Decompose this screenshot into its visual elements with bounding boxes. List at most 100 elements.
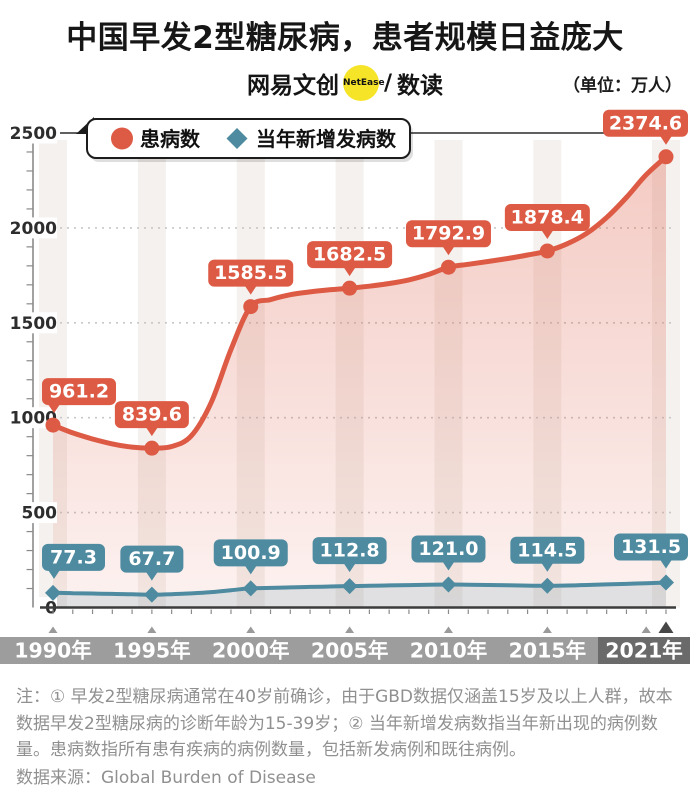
page-title: 中国早发2型糖尿病，患者规模日益庞大 <box>66 20 624 56</box>
prevalence-point-2005 <box>342 280 358 296</box>
year-pointer-highlight <box>658 621 674 633</box>
callout-box <box>603 109 688 137</box>
callout-box <box>510 536 585 564</box>
series-areas <box>53 156 666 608</box>
brand-studio-label: 数读 <box>397 73 444 99</box>
callout-value: 2374.6 <box>609 112 682 134</box>
callout-box <box>312 537 387 565</box>
callout-tail <box>343 563 356 573</box>
callout-box <box>120 545 184 573</box>
value-callout: 131.5 <box>614 533 688 569</box>
callout-value: 1792.9 <box>412 223 485 245</box>
unit-label: （单位：万人） <box>563 76 682 96</box>
callout-tail <box>442 246 455 256</box>
callout-box <box>405 220 491 248</box>
callout-tail <box>145 427 158 437</box>
prevalence-point-1990 <box>45 417 61 433</box>
year-pointer-small <box>443 626 453 633</box>
value-callout: 112.8 <box>312 537 387 573</box>
callout-tail <box>48 404 60 414</box>
year-pointer-small <box>345 626 355 633</box>
year-label-2000: 2000年 <box>212 639 290 663</box>
callout-value: 1682.5 <box>313 244 386 266</box>
year-label-2021: 2021年 <box>605 639 683 663</box>
brand-row: 网易文创 NetEase / 数读 <box>0 64 690 102</box>
value-callout: 1585.5 <box>208 259 294 295</box>
callout-box <box>614 533 688 561</box>
y-tick-label: 1000 <box>10 409 57 429</box>
value-callout: 1792.9 <box>405 220 491 256</box>
callout-tail <box>541 562 554 572</box>
year-pointer-small <box>48 626 58 633</box>
value-callout: 961.2 <box>42 378 116 414</box>
data-point-markers <box>45 149 674 603</box>
callout-box <box>504 203 590 231</box>
footnotes: 注：① 早发2型糖尿病通常在40岁前确诊，由于GBD数据仅涵盖15岁及以上人群，… <box>16 687 673 761</box>
incidence-point-2015 <box>539 577 556 594</box>
prevalence-point-2000 <box>243 299 259 315</box>
callout-value: 839.6 <box>122 404 182 426</box>
prevalence-point-2021 <box>658 149 674 165</box>
callout-value: 131.5 <box>621 536 681 558</box>
value-callout: 67.7 <box>120 545 184 581</box>
prevalence-point-1995 <box>144 440 160 456</box>
value-callout: 121.0 <box>411 535 486 571</box>
year-label-1995: 1995年 <box>113 639 191 663</box>
year-axis-bar: 1990年 1995年 2000年 2005年 2010年 2015年 2021年 <box>0 621 690 664</box>
callout-tail <box>145 571 158 581</box>
value-callout: 77.3 <box>42 543 105 579</box>
diabetes-line-chart: 05001000150020002500 961.2839.61585.5168… <box>0 109 690 664</box>
callout-value: 77.3 <box>50 546 97 568</box>
callout-box <box>213 539 288 567</box>
value-callout: 1682.5 <box>307 241 393 277</box>
callout-box <box>114 401 189 429</box>
incidence-point-2000 <box>242 580 259 597</box>
value-callout: 100.9 <box>213 539 288 575</box>
legend-label-incidence: 当年新增发病数 <box>256 127 397 151</box>
year-label-2005: 2005年 <box>311 639 389 663</box>
year-pointer-small <box>542 626 552 633</box>
callout-value: 114.5 <box>517 539 577 561</box>
callout-value: 100.9 <box>221 542 281 564</box>
callout-box <box>208 259 294 287</box>
callout-box <box>307 241 393 269</box>
year-bar <box>0 637 690 664</box>
year-bar-highlight-cell <box>598 637 690 664</box>
legend-box <box>86 118 411 159</box>
legend-label-prevalence: 患病数 <box>140 127 201 151</box>
prevalence-point-2015 <box>539 243 555 259</box>
value-callout: 2374.6 <box>603 109 688 145</box>
year-pointer-small <box>641 626 651 633</box>
data-source: 数据来源：Global Burden of Disease <box>16 768 316 788</box>
callout-value: 961.2 <box>49 381 109 403</box>
callout-tail <box>659 135 672 145</box>
y-tick-label: 1500 <box>10 314 57 334</box>
callout-tail <box>343 267 356 277</box>
year-label-1990: 1990年 <box>14 639 92 663</box>
callout-value: 121.0 <box>418 538 478 560</box>
callout-tail <box>659 559 672 569</box>
axes: 05001000150020002500 <box>9 122 676 619</box>
y-label-bg <box>9 122 57 144</box>
incidence-point-2021 <box>657 574 674 591</box>
y-label-bg <box>19 502 57 524</box>
incidence-point-2010 <box>440 576 457 593</box>
incidence-area <box>53 582 666 608</box>
prevalence-area <box>53 156 666 608</box>
callout-tail <box>244 285 257 295</box>
y-tick-label: 2500 <box>10 124 57 144</box>
callout-value: 1878.4 <box>511 206 584 228</box>
y-label-bg <box>9 407 57 429</box>
incidence-point-2005 <box>341 578 358 595</box>
value-callouts: 961.2 839.6 1585.5 1682.5 1792.9 1878.4 2374.6… <box>42 109 688 581</box>
legend-diamond-icon <box>226 128 248 149</box>
year-pointer-small <box>147 626 157 633</box>
year-label-2015: 2015年 <box>509 639 587 663</box>
callout-value: 67.7 <box>128 548 175 570</box>
y-label-bg <box>9 217 57 239</box>
netease-logo-icon: NetEase <box>342 65 385 101</box>
prevalence-point-2010 <box>440 259 456 275</box>
callout-value: 1585.5 <box>214 262 287 284</box>
year-label-2010: 2010年 <box>410 639 488 663</box>
